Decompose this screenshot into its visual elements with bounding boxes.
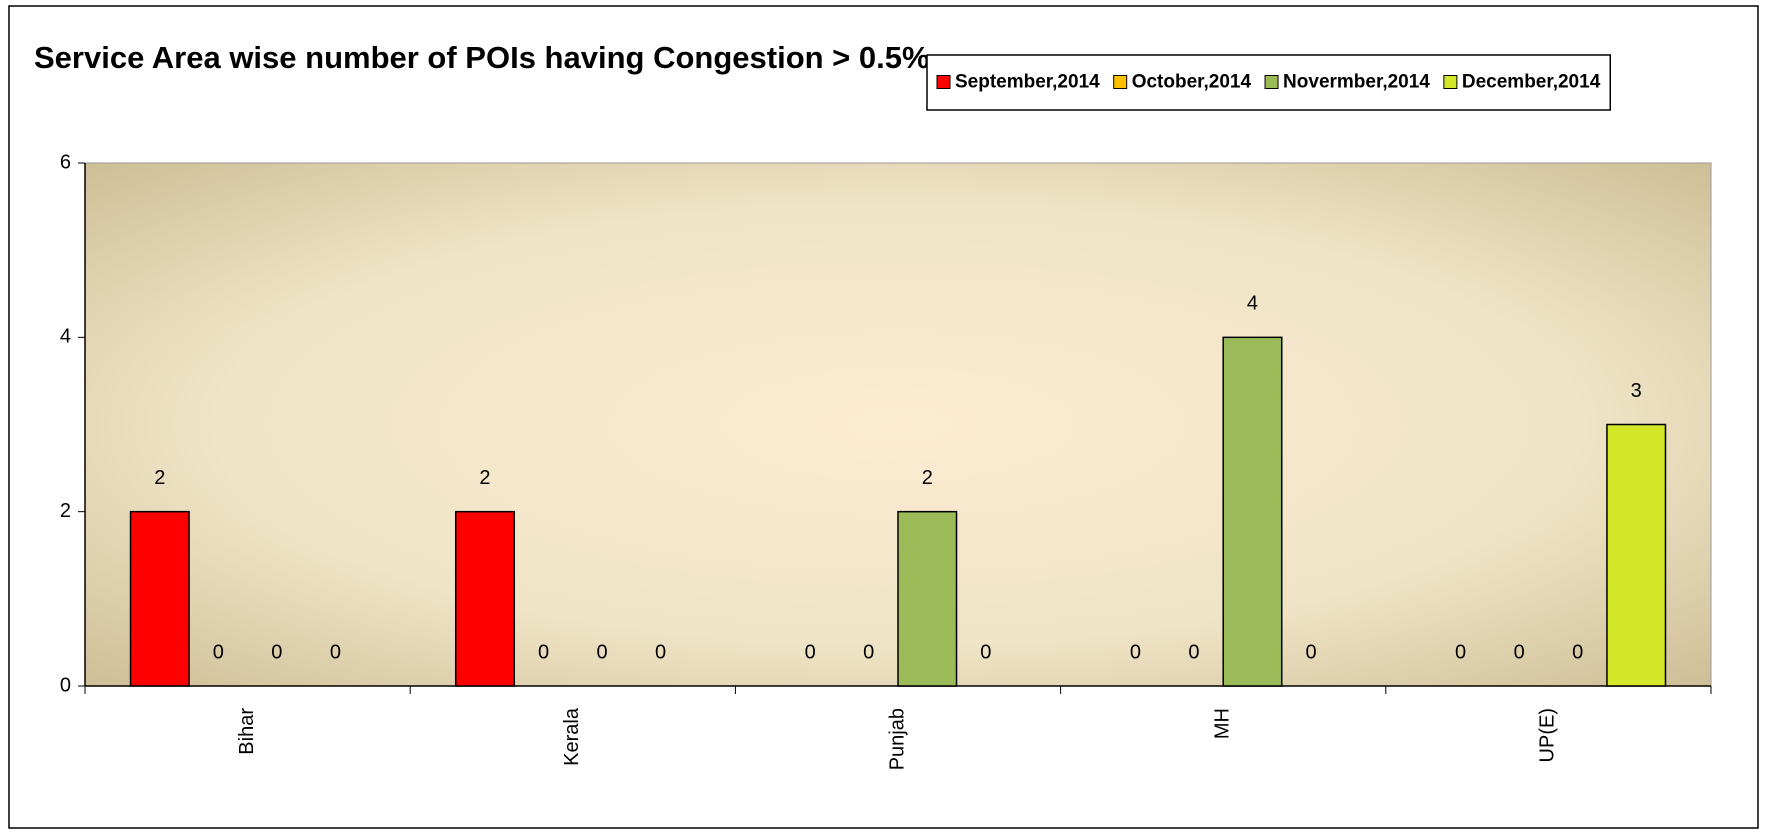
data-label: 0 xyxy=(1572,641,1583,663)
bar xyxy=(1222,336,1283,687)
x-tick-label: MH xyxy=(1211,708,1233,739)
data-label: 0 xyxy=(330,641,341,663)
legend-swatch xyxy=(1113,75,1128,89)
data-label: 0 xyxy=(1188,641,1199,663)
legend-label: September,2014 xyxy=(955,72,1100,93)
y-tick-label: 2 xyxy=(60,500,71,522)
legend-label: October,2014 xyxy=(1132,72,1252,93)
legend: September,2014 October,2014 Novermber,2014… xyxy=(926,54,1612,111)
data-label: 0 xyxy=(1455,641,1466,663)
data-label: 0 xyxy=(213,641,224,663)
legend-swatch xyxy=(1264,75,1279,89)
y-tick-label: 4 xyxy=(60,326,71,348)
legend-label: December,2014 xyxy=(1462,72,1601,93)
data-label: 2 xyxy=(154,467,165,489)
data-label: 0 xyxy=(597,641,608,663)
x-tick-label: UP(E) xyxy=(1537,708,1559,762)
data-label: 0 xyxy=(1130,641,1141,663)
data-label: 0 xyxy=(863,641,874,663)
bar xyxy=(1606,423,1667,687)
legend-label: Novermber,2014 xyxy=(1283,72,1430,93)
legend-swatch xyxy=(936,75,951,89)
x-tick-label: Bihar xyxy=(236,708,258,755)
data-label: 0 xyxy=(1305,641,1316,663)
legend-swatch xyxy=(1443,75,1458,89)
data-label: 4 xyxy=(1247,293,1258,315)
x-tick-label: Punjab xyxy=(886,708,908,770)
y-tick-label: 0 xyxy=(60,674,71,696)
data-label: 0 xyxy=(655,641,666,663)
x-tick-label: Kerala xyxy=(561,707,583,766)
bar xyxy=(129,510,190,687)
bar xyxy=(454,510,516,687)
data-label: 0 xyxy=(538,641,549,663)
y-tick-label: 6 xyxy=(60,151,71,173)
data-label: 2 xyxy=(479,467,490,489)
data-label: 0 xyxy=(805,641,816,663)
data-label: 0 xyxy=(271,641,282,663)
bar xyxy=(897,510,958,687)
data-label: 3 xyxy=(1631,380,1642,402)
data-label: 0 xyxy=(980,641,991,663)
data-label: 2 xyxy=(922,467,933,489)
chart-title: Service Area wise number of POIs having … xyxy=(34,40,930,75)
data-label: 0 xyxy=(1514,641,1525,663)
